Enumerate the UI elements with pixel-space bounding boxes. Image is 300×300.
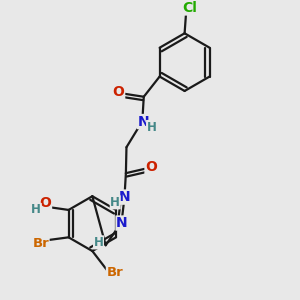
Text: N: N — [137, 115, 149, 128]
Text: Br: Br — [32, 237, 49, 250]
Text: O: O — [145, 160, 157, 174]
Text: O: O — [113, 85, 124, 99]
Text: Cl: Cl — [182, 1, 197, 15]
Text: N: N — [118, 190, 130, 204]
Text: H: H — [32, 203, 41, 216]
Text: N: N — [116, 216, 128, 230]
Text: H: H — [147, 121, 157, 134]
Text: H: H — [94, 236, 103, 249]
Text: O: O — [40, 196, 52, 210]
Text: H: H — [110, 196, 120, 209]
Text: Br: Br — [106, 266, 123, 279]
